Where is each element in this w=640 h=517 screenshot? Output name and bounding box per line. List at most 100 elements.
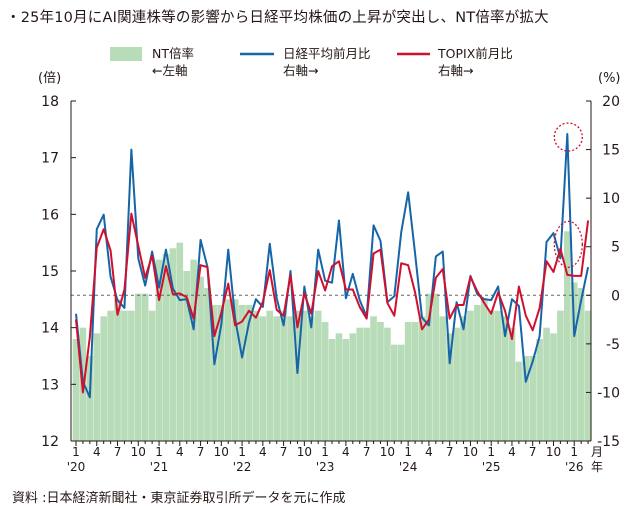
right-tick-label: 10: [602, 191, 620, 207]
nt-bar: [432, 293, 440, 441]
x-month-label: 7: [114, 445, 122, 459]
x-month-label: 10: [297, 445, 312, 459]
nt-bar: [273, 316, 280, 441]
right-tick-label: 0: [611, 288, 620, 304]
x-year-label: '25: [482, 460, 501, 474]
x-month-label: 1: [487, 445, 495, 459]
nt-bar: [93, 333, 101, 441]
nt-bar: [107, 310, 114, 441]
x-month-label: 4: [342, 445, 350, 459]
legend-nt-label: NT倍率: [152, 46, 194, 61]
x-month-label: 1: [570, 445, 578, 459]
nt-bar: [342, 339, 350, 441]
nt-bar: [356, 327, 364, 441]
nt-bar: [363, 327, 370, 441]
legend-nt-swatch: [110, 47, 142, 61]
left-tick-label: 18: [41, 94, 59, 110]
right-tick-label: 5: [611, 240, 620, 256]
nt-bar: [536, 339, 543, 441]
right-tick-label: -10: [597, 385, 620, 401]
nt-bar: [453, 327, 460, 441]
nt-bar: [460, 316, 467, 441]
nt-bar: [259, 316, 267, 441]
nt-bar: [155, 259, 163, 441]
nt-bar: [404, 322, 412, 441]
nt-bar: [307, 316, 315, 441]
nt-bar: [480, 299, 488, 441]
nt-bar: [169, 248, 177, 441]
legend-nikkei-label: 日経平均前月比: [283, 46, 371, 61]
nt-bar: [446, 333, 453, 441]
highlight-ellipse: [553, 220, 583, 268]
x-month-label: 10: [380, 445, 395, 459]
topix-line: [75, 212, 590, 394]
x-month-label: 1: [404, 445, 412, 459]
x-month-label: 1: [155, 445, 163, 459]
x-month-label: 10: [131, 445, 146, 459]
x-year-label: '22: [233, 460, 252, 474]
nt-bar: [335, 333, 343, 441]
nt-bar: [439, 316, 447, 441]
chart-title: ・25年10月にAI関連株等の影響から日経平均株価の上昇が突出し、NT倍率が拡大: [6, 10, 549, 26]
left-tick-label: 16: [41, 207, 59, 223]
left-tick-label: 14: [41, 321, 59, 337]
nt-bar: [128, 310, 135, 441]
nt-bar: [397, 344, 405, 441]
x-month-label: 7: [280, 445, 288, 459]
nt-bar: [370, 316, 377, 441]
nt-bar: [121, 310, 128, 441]
legend-topix-axis: 右軸→: [438, 63, 473, 78]
nt-bar: [487, 310, 495, 441]
nt-bar: [301, 310, 308, 441]
x-month-label: 10: [546, 445, 561, 459]
nt-bar: [550, 333, 557, 441]
nt-bar: [287, 316, 294, 441]
x-month-label: 4: [93, 445, 101, 459]
nt-bar: [134, 293, 142, 441]
x-month-label: 10: [463, 445, 478, 459]
x-month-label: 1: [72, 445, 80, 459]
nt-bar: [86, 356, 94, 441]
x-year-label: '20: [67, 460, 86, 474]
nt-bar: [522, 356, 530, 441]
nt-bar: [349, 333, 357, 441]
nt-bar: [508, 327, 516, 441]
nt-bar: [557, 310, 564, 441]
nt-bar: [377, 322, 384, 441]
right-tick-label: 20: [602, 94, 620, 110]
x-month-label: 7: [197, 445, 205, 459]
left-tick-label: 17: [41, 151, 59, 167]
nt-bar: [564, 231, 571, 441]
x-month-label: 7: [529, 445, 537, 459]
right-tick-label: -15: [597, 434, 620, 450]
nt-bar: [391, 344, 398, 441]
nt-bar: [204, 288, 211, 441]
nt-bar: [280, 310, 287, 441]
legend-nt-axis: ←左軸: [152, 63, 187, 78]
x-year-label: '21: [150, 460, 169, 474]
highlight-circle: [553, 122, 583, 152]
source-note: 資料 :日本経済新聞社・東京証券取引所データを元に作成: [12, 491, 346, 506]
nt-bar: [245, 305, 253, 441]
nt-bar: [384, 327, 391, 441]
nt-bar: [190, 259, 197, 441]
nt-bar: [543, 327, 550, 441]
nt-bar: [162, 254, 170, 441]
nt-bar: [218, 305, 225, 441]
x-month-label: 10: [214, 445, 229, 459]
left-axis-unit: (倍): [38, 71, 61, 86]
nt-bar: [100, 316, 107, 441]
x-year-label: '26: [565, 460, 584, 474]
left-tick-label: 15: [41, 264, 59, 280]
x-month-label: 1: [321, 445, 329, 459]
right-tick-label: -5: [606, 337, 620, 353]
nt-bar: [238, 305, 246, 441]
nt-bar: [474, 305, 481, 441]
x-month-label: 1: [238, 445, 246, 459]
nt-bar: [328, 339, 336, 441]
legend-nikkei-axis: 右軸→: [283, 63, 318, 78]
x-year-label: '24: [399, 460, 418, 474]
nt-bar: [176, 242, 184, 441]
nt-bar: [411, 322, 419, 441]
